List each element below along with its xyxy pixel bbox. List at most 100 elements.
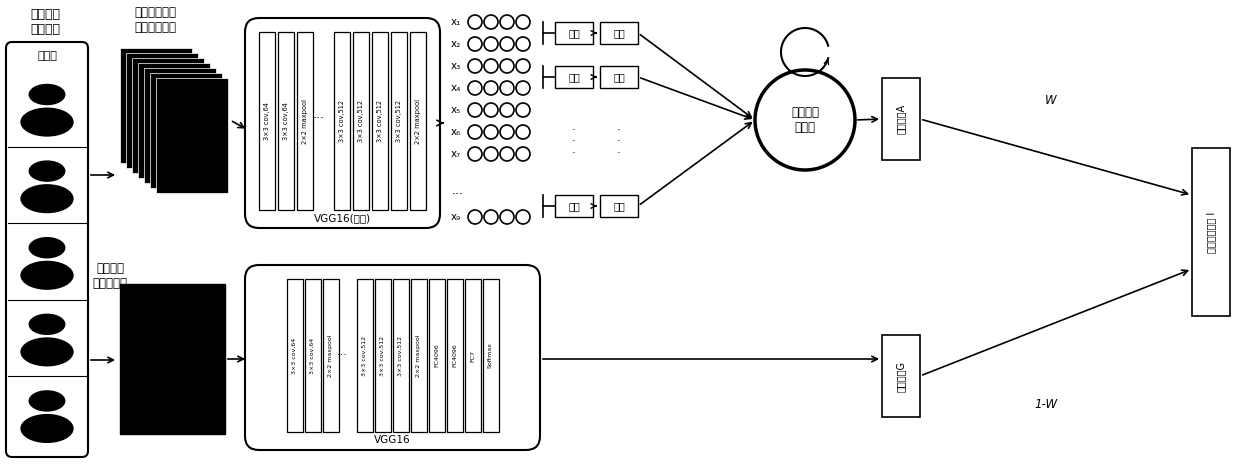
- Text: 最终识别结果 I: 最终识别结果 I: [1207, 211, 1216, 252]
- Text: 3×3 cov,64: 3×3 cov,64: [291, 337, 298, 374]
- Text: 分片: 分片: [568, 201, 580, 211]
- Text: FC4096: FC4096: [453, 344, 458, 367]
- Text: ·
·
·: · · ·: [572, 125, 575, 158]
- Text: 分片: 分片: [568, 72, 580, 82]
- Bar: [556, 66, 593, 88]
- Text: ·
·
·: · · ·: [618, 125, 621, 158]
- Bar: [372, 32, 388, 210]
- Bar: [600, 66, 639, 88]
- Text: x₆: x₆: [451, 127, 461, 137]
- Text: 3×3 cov,512: 3×3 cov,512: [396, 100, 402, 142]
- Bar: [120, 48, 192, 163]
- Bar: [298, 32, 312, 210]
- Text: 2×2 maxpool: 2×2 maxpool: [415, 98, 422, 144]
- Circle shape: [500, 15, 515, 29]
- Bar: [882, 78, 920, 160]
- Bar: [138, 63, 210, 178]
- Text: 2×2 maxpool: 2×2 maxpool: [415, 334, 422, 377]
- Text: Softmax: Softmax: [489, 342, 494, 368]
- Ellipse shape: [29, 161, 66, 182]
- Text: 1-W: 1-W: [1034, 398, 1058, 411]
- Ellipse shape: [20, 184, 73, 213]
- Text: 长短期记
忆网络: 长短期记 忆网络: [791, 106, 818, 134]
- Circle shape: [484, 103, 498, 117]
- Circle shape: [500, 125, 515, 139]
- Bar: [144, 68, 216, 183]
- Ellipse shape: [20, 261, 73, 290]
- Text: FC7: FC7: [470, 349, 475, 362]
- Text: 局部强化
运动历史图: 局部强化 运动历史图: [93, 262, 128, 290]
- Bar: [410, 32, 427, 210]
- Bar: [391, 32, 407, 210]
- Ellipse shape: [29, 390, 66, 412]
- Circle shape: [516, 210, 529, 224]
- Text: x₅: x₅: [451, 105, 461, 115]
- Circle shape: [500, 59, 515, 73]
- Circle shape: [484, 125, 498, 139]
- Text: 3×3 cov,64: 3×3 cov,64: [283, 102, 289, 140]
- Bar: [131, 58, 205, 173]
- Circle shape: [484, 81, 498, 95]
- Text: 分片: 分片: [568, 28, 580, 38]
- Circle shape: [467, 37, 482, 51]
- Bar: [334, 32, 350, 210]
- Bar: [600, 195, 639, 217]
- Text: FC4096: FC4096: [434, 344, 439, 367]
- Text: x₁: x₁: [451, 17, 461, 27]
- Text: x₃: x₃: [451, 61, 461, 71]
- Circle shape: [500, 37, 515, 51]
- Circle shape: [467, 15, 482, 29]
- Circle shape: [500, 210, 515, 224]
- Text: 3×3 cov,512: 3×3 cov,512: [398, 335, 403, 375]
- Text: 电影中的
人脸表情: 电影中的 人脸表情: [30, 8, 60, 36]
- Text: 3×3 cov,64: 3×3 cov,64: [264, 102, 270, 140]
- FancyBboxPatch shape: [246, 18, 440, 228]
- Circle shape: [516, 103, 529, 117]
- Circle shape: [516, 59, 529, 73]
- Ellipse shape: [29, 314, 66, 335]
- Circle shape: [755, 70, 856, 170]
- Circle shape: [500, 81, 515, 95]
- Text: 分类结果A: 分类结果A: [897, 104, 906, 134]
- Bar: [556, 22, 593, 44]
- Circle shape: [467, 210, 482, 224]
- Text: 分类结果G: 分类结果G: [897, 360, 906, 391]
- Ellipse shape: [20, 107, 73, 137]
- Bar: [156, 78, 228, 193]
- Bar: [305, 279, 320, 432]
- Circle shape: [500, 103, 515, 117]
- Text: x₂: x₂: [451, 39, 461, 49]
- Bar: [322, 279, 339, 432]
- Text: 3×3 cov,512: 3×3 cov,512: [358, 100, 365, 142]
- Text: 3×3 cov,512: 3×3 cov,512: [339, 100, 345, 142]
- Text: ···: ···: [337, 350, 348, 360]
- Text: 池化: 池化: [613, 72, 625, 82]
- Text: 预处理后的抽
取的表情图片: 预处理后的抽 取的表情图片: [134, 6, 176, 34]
- Bar: [556, 195, 593, 217]
- Bar: [410, 279, 427, 432]
- Circle shape: [484, 147, 498, 161]
- Bar: [150, 73, 222, 188]
- Circle shape: [467, 103, 482, 117]
- Bar: [120, 284, 224, 434]
- Text: 池化: 池化: [613, 28, 625, 38]
- Circle shape: [516, 125, 529, 139]
- Circle shape: [500, 147, 515, 161]
- Text: x₄: x₄: [451, 83, 461, 93]
- Bar: [446, 279, 463, 432]
- Bar: [482, 279, 498, 432]
- Text: VGG16: VGG16: [374, 435, 410, 445]
- Bar: [353, 32, 370, 210]
- Text: 3×3 cov,512: 3×3 cov,512: [379, 335, 384, 375]
- Bar: [600, 22, 639, 44]
- Bar: [126, 53, 198, 168]
- Bar: [1192, 148, 1230, 316]
- Text: 池化: 池化: [613, 201, 625, 211]
- FancyBboxPatch shape: [6, 42, 88, 457]
- Text: 3×3 cov,512: 3×3 cov,512: [377, 100, 383, 142]
- Text: 2×2 maxpool: 2×2 maxpool: [303, 98, 308, 144]
- Text: VGG16(部分): VGG16(部分): [314, 213, 371, 223]
- Circle shape: [516, 37, 529, 51]
- Bar: [882, 335, 920, 417]
- Text: x₉: x₉: [451, 212, 461, 222]
